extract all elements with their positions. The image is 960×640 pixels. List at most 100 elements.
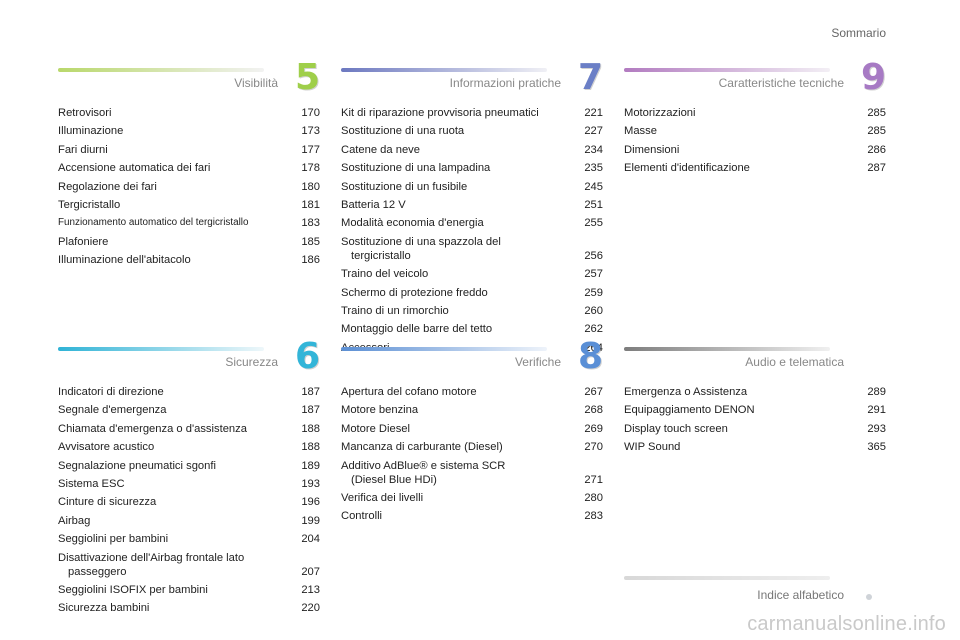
section-header[interactable]: Audio e telematica xyxy=(624,347,886,383)
toc-entry[interactable]: Sostituzione di una spazzola del tergicri… xyxy=(341,234,603,264)
toc-entry-label: Plafoniere xyxy=(58,235,298,249)
toc-entry[interactable]: Apertura del cofano motore 267 xyxy=(341,384,603,400)
toc-entry-label-text: Plafoniere xyxy=(58,235,109,248)
toc-entry-page: 235 xyxy=(584,162,603,175)
toc-entry[interactable]: Disattivazione dell'Airbag frontale lato… xyxy=(58,550,320,580)
toc-entry-page: 173 xyxy=(301,125,320,138)
toc-entry[interactable]: Airbag 199 xyxy=(58,513,320,529)
toc-entry[interactable]: Sicurezza bambini 220 xyxy=(58,600,320,616)
section-title[interactable]: Informazioni pratiche xyxy=(449,76,561,90)
toc-entry-page: 188 xyxy=(301,422,320,435)
toc-entry[interactable]: Schermo di protezione freddo 259 xyxy=(341,285,603,301)
toc-entry-label: Seggiolini per bambini xyxy=(58,532,298,546)
toc-entry[interactable]: Tergicristallo 181 xyxy=(58,197,320,213)
section-number-icon: 9 xyxy=(860,57,886,98)
section-number-icon: 6 xyxy=(294,336,320,377)
toc-entry[interactable]: Emergenza o Assistenza 289 xyxy=(624,384,886,400)
toc-entry[interactable]: Regolazione dei fari 180 xyxy=(58,179,320,195)
section-4: Verifiche 8 Apertura del cofano motore 267 M… xyxy=(341,339,603,527)
toc-entry-label-text: Accensione automatica dei fari xyxy=(58,162,211,175)
toc-entry[interactable]: Additivo AdBlue® e sistema SCR (Diesel Bl… xyxy=(341,458,603,488)
toc-entry-page: 196 xyxy=(301,496,320,509)
toc-entry[interactable]: WIP Sound 365 xyxy=(624,439,886,455)
toc-entry-page: 269 xyxy=(584,422,603,435)
toc-entry-label-text: Seggiolini per bambini xyxy=(58,533,169,546)
section-number-icon: 5 xyxy=(294,57,320,98)
toc-entry-label-text: Sicurezza bambini xyxy=(58,602,150,615)
toc-entry[interactable]: Motore Diesel 269 xyxy=(341,421,603,437)
toc-entry-label-text: Display touch screen xyxy=(624,422,728,435)
toc-entry-page: 283 xyxy=(584,510,603,523)
section-title[interactable]: Verifiche xyxy=(514,355,561,369)
section-title[interactable]: Caratteristiche tecniche xyxy=(718,76,844,90)
toc-entry[interactable]: Sostituzione di una ruota 227 xyxy=(341,123,603,139)
toc-entry[interactable]: Illuminazione 173 xyxy=(58,123,320,139)
section-bar xyxy=(58,347,264,351)
toc-entry[interactable]: Seggiolini per bambini 204 xyxy=(58,531,320,547)
toc-entry-label-text: Equipaggiamento DENON xyxy=(624,404,755,417)
section-header[interactable]: Sicurezza 6 xyxy=(58,339,320,383)
toc-entry[interactable]: Avvisatore acustico 188 xyxy=(58,439,320,455)
section-header[interactable]: Caratteristiche tecniche 9 xyxy=(624,60,886,104)
toc-entry[interactable]: Motore benzina 268 xyxy=(341,402,603,418)
toc-entry[interactable]: Traino di un rimorchio 260 xyxy=(341,303,603,319)
toc-entry-label-text: Controlli xyxy=(341,510,383,523)
toc-entry[interactable]: Controlli 283 xyxy=(341,508,603,524)
toc-entry[interactable]: Seggiolini ISOFIX per bambini 213 xyxy=(58,582,320,598)
toc-entry[interactable]: Traino del veicolo 257 xyxy=(341,266,603,282)
toc-entry[interactable]: Fari diurni 177 xyxy=(58,142,320,158)
toc-entry[interactable]: Batteria 12 V 251 xyxy=(341,197,603,213)
toc-entry[interactable]: Elementi d'identificazione 287 xyxy=(624,160,886,176)
toc-entry-label-text: Motore benzina xyxy=(341,404,419,417)
toc-entry[interactable]: Sostituzione di un fusibile 245 xyxy=(341,179,603,195)
toc-entry-label-text: Elementi d'identificazione xyxy=(624,162,750,175)
toc-entry[interactable]: Montaggio delle barre del tetto 262 xyxy=(341,321,603,337)
toc-entry[interactable]: Sistema ESC 193 xyxy=(58,476,320,492)
toc-entry-page: 280 xyxy=(584,491,603,504)
toc-entry[interactable]: Equipaggiamento DENON 291 xyxy=(624,402,886,418)
toc-entry[interactable]: Verifica dei livelli 280 xyxy=(341,490,603,506)
toc-entry[interactable]: Segnale d'emergenza 187 xyxy=(58,402,320,418)
toc-entry[interactable]: Plafoniere 185 xyxy=(58,234,320,250)
toc-entry[interactable]: Indicatori di direzione 187 xyxy=(58,384,320,400)
toc-entry[interactable]: Segnalazione pneumatici sgonfi 189 xyxy=(58,458,320,474)
toc-entry-label: Motore benzina xyxy=(341,403,581,417)
toc-entry-label-text: Mancanza di carburante (Diesel) xyxy=(341,441,503,454)
toc-entry-label: Sostituzione di una spazzola del tergicri… xyxy=(341,235,581,263)
toc-entry[interactable]: Cinture di sicurezza 196 xyxy=(58,494,320,510)
toc-entry-label: Apertura del cofano motore xyxy=(341,385,581,399)
toc-entry[interactable]: Sostituzione di una lampadina 235 xyxy=(341,160,603,176)
section-header[interactable]: Verifiche 8 xyxy=(341,339,603,383)
toc-entry[interactable]: Dimensioni 286 xyxy=(624,142,886,158)
toc-entry[interactable]: Chiamata d'emergenza o d'assistenza 188 xyxy=(58,421,320,437)
toc-entry[interactable]: Mancanza di carburante (Diesel) 270 xyxy=(341,439,603,455)
section-title[interactable]: Visibilità xyxy=(234,76,278,90)
section-title[interactable]: Sicurezza xyxy=(225,355,278,369)
toc-entry[interactable]: Accensione automatica dei fari 178 xyxy=(58,160,320,176)
toc-entry[interactable]: Display touch screen 293 xyxy=(624,421,886,437)
toc-entry[interactable]: Funzionamento automatico del tergicrista… xyxy=(58,215,320,231)
page-title: Sommario xyxy=(831,26,886,40)
toc-entry-label: Controlli xyxy=(341,509,581,523)
toc-entry-label-text: Sostituzione di una lampadina xyxy=(341,162,491,175)
section-items: Indicatori di direzione 187 Segnale d'emer… xyxy=(58,384,320,616)
section-items: Motorizzazioni 285 Masse 285 Dimensioni 286 El… xyxy=(624,105,886,176)
toc-entry[interactable]: Catene da neve 234 xyxy=(341,142,603,158)
toc-entry-label: Sicurezza bambini xyxy=(58,601,298,615)
section-title[interactable]: Audio e telematica xyxy=(745,355,844,369)
toc-entry[interactable]: Masse 285 xyxy=(624,123,886,139)
toc-entry[interactable]: Retrovisori 170 xyxy=(58,105,320,121)
toc-entry[interactable]: Modalità economia d'energia 255 xyxy=(341,215,603,231)
section-header[interactable]: Visibilità 5 xyxy=(58,60,320,104)
toc-entry-label-text: Chiamata d'emergenza o d'assistenza xyxy=(58,422,247,435)
toc-entry-label-text: Segnalazione pneumatici sgonfi xyxy=(58,459,216,472)
index-link[interactable]: Indice alfabetico xyxy=(757,588,844,602)
toc-entry[interactable]: Kit di riparazione provvisoria pneumatic… xyxy=(341,105,603,121)
section-header[interactable]: Informazioni pratiche 7 xyxy=(341,60,603,104)
toc-entry[interactable]: Motorizzazioni 285 xyxy=(624,105,886,121)
section-items: Apertura del cofano motore 267 Motore benz… xyxy=(341,384,603,524)
toc-entry[interactable]: Illuminazione dell'abitacolo 186 xyxy=(58,252,320,268)
section-2: Caratteristiche tecniche 9 Motorizzazioni 2… xyxy=(624,60,886,179)
toc-entry-label-text: Dimensioni xyxy=(624,143,680,156)
toc-entry-label: Chiamata d'emergenza o d'assistenza xyxy=(58,422,298,436)
